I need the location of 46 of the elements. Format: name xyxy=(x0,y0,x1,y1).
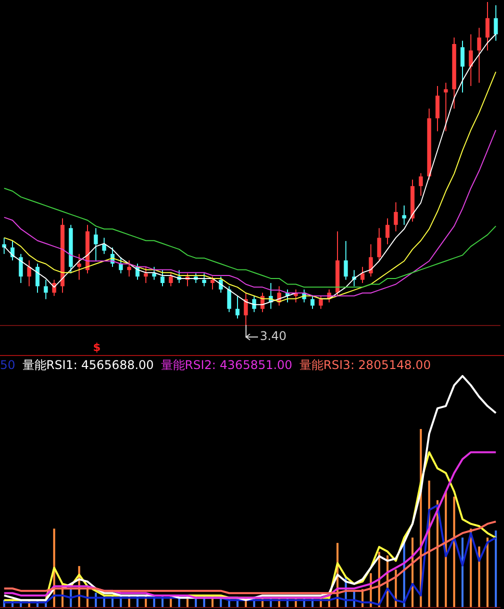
candlestick xyxy=(386,218,390,245)
candlestick xyxy=(494,4,498,42)
candlestick xyxy=(36,263,40,294)
candlestick xyxy=(94,228,98,261)
candlestick xyxy=(436,85,440,132)
candlestick xyxy=(127,260,132,278)
text: 50 xyxy=(0,358,16,372)
candlestick xyxy=(377,228,382,261)
candlestick xyxy=(468,34,473,86)
bar xyxy=(478,546,480,607)
candlestick xyxy=(477,27,482,84)
candlestick xyxy=(318,295,323,310)
candlestick xyxy=(77,253,82,280)
candlestick xyxy=(144,266,148,284)
candlestick xyxy=(310,295,314,310)
candlestick xyxy=(368,244,373,278)
candlestick xyxy=(236,295,240,320)
candlestick xyxy=(244,292,248,326)
candlestick xyxy=(27,260,32,287)
candlestick xyxy=(418,172,423,196)
candlestick xyxy=(252,295,256,313)
candlestick xyxy=(460,40,464,93)
candlestick xyxy=(344,240,348,280)
candlestick xyxy=(168,272,173,287)
bar xyxy=(453,496,456,607)
candlestick xyxy=(360,266,364,284)
text: 量能RSI2: 4365851.00 xyxy=(160,358,292,372)
candlestick xyxy=(202,272,206,287)
text: 3.40 xyxy=(260,329,287,343)
candlestick xyxy=(444,82,448,132)
candlestick xyxy=(486,2,490,51)
candlestick xyxy=(210,276,214,290)
bar xyxy=(486,538,488,607)
candlestick xyxy=(152,266,156,280)
candlestick xyxy=(18,253,23,284)
text: 量能RSI1: 4565688.00 xyxy=(22,358,154,372)
text: $ xyxy=(93,341,101,354)
candlestick xyxy=(394,202,398,232)
candlestick xyxy=(102,237,106,254)
candlestick xyxy=(160,270,164,287)
candlestick xyxy=(227,286,232,313)
candlestick xyxy=(44,279,48,300)
bar xyxy=(462,538,464,607)
bar xyxy=(494,530,497,607)
candlestick xyxy=(402,204,406,226)
text: 量能RSI3: 2805148.00 xyxy=(299,358,431,372)
